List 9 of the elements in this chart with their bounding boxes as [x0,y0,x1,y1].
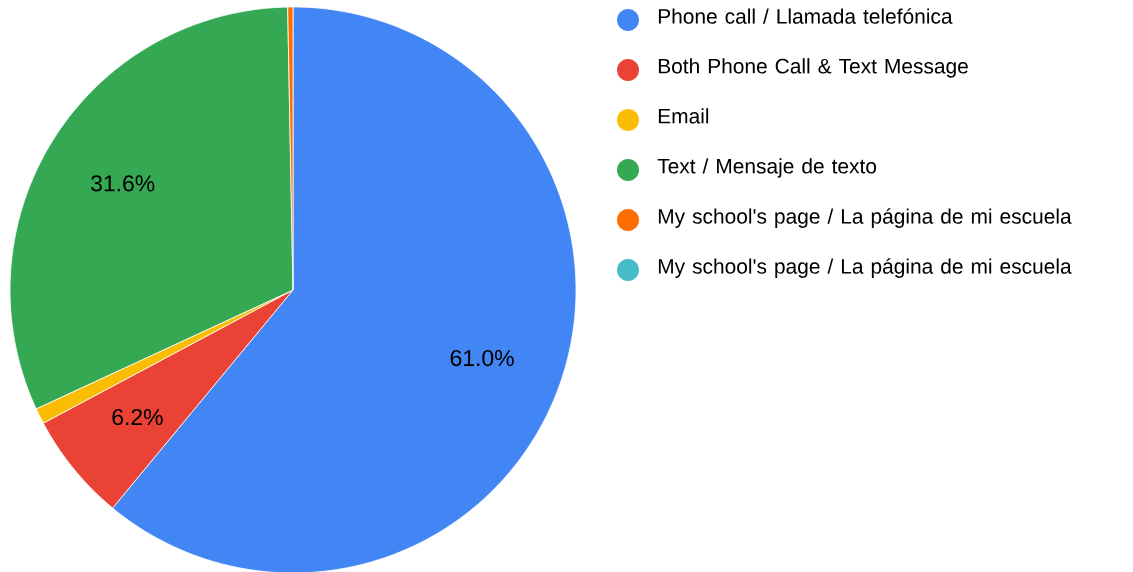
legend-label: My school's page / La página de mi escuela [658,208,1072,228]
legend-label: Email [658,108,709,124]
legend-label: Phone call / Llamada telefónica [658,8,953,24]
legend-label: Both Phone Call & Text Message [658,58,968,78]
legend-label: My school's page / La página de mi escuela [658,258,1072,278]
data-label: 6.2% [112,408,163,426]
legend-label: Text / Mensaje de texto [657,158,877,178]
data-label: 31.6% [91,175,155,192]
data-label: 61.0% [450,349,514,367]
